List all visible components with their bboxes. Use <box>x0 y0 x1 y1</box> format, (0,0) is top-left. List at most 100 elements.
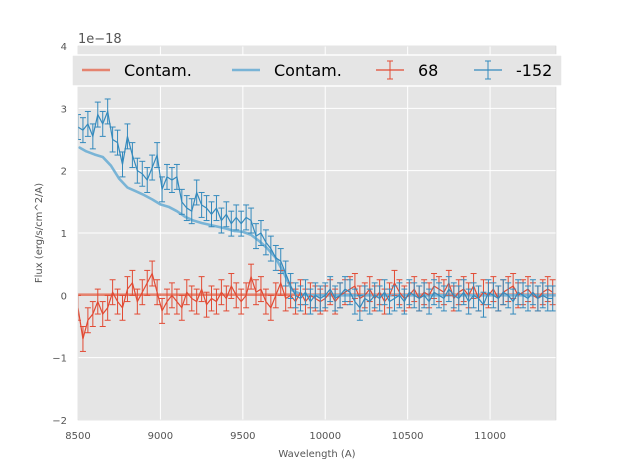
error-bar <box>500 279 507 306</box>
error-bar <box>223 201 230 228</box>
error-bar <box>421 282 428 309</box>
error-bar <box>450 282 457 309</box>
error-bar <box>337 282 344 309</box>
y-tick-label: −1 <box>52 354 67 365</box>
error-bar <box>78 294 81 321</box>
error-bar <box>312 282 319 309</box>
y-tick-label: 2 <box>61 167 67 178</box>
x-tick-label: 10000 <box>309 431 341 442</box>
error-bar <box>475 285 482 312</box>
error-bar <box>426 288 433 315</box>
y-tick-label: 4 <box>61 42 67 53</box>
error-bar <box>168 282 175 309</box>
error-bar <box>109 126 116 153</box>
error-bar <box>114 129 121 156</box>
error-bar <box>396 282 403 309</box>
legend-entry: -152 <box>474 60 552 80</box>
error-bar <box>282 260 289 287</box>
error-bar <box>124 276 131 303</box>
error-bar <box>218 279 225 306</box>
error-bar <box>332 285 339 312</box>
error-bar <box>104 294 111 321</box>
error-bar <box>178 294 185 321</box>
y-tick-label: 0 <box>61 291 67 302</box>
plot-frame <box>77 45 557 421</box>
error-bar <box>213 288 220 315</box>
error-bar <box>262 288 269 315</box>
error-bar <box>193 288 200 315</box>
legend-label: Contam. <box>274 61 342 80</box>
legend-label: -152 <box>516 61 552 80</box>
error-bar <box>371 282 378 309</box>
x-tick-label: 9000 <box>148 431 173 442</box>
error-bar <box>198 276 205 303</box>
error-bar <box>208 285 215 312</box>
error-bar <box>203 291 210 318</box>
error-bar <box>154 142 161 169</box>
legend-entry: 68 <box>376 60 438 80</box>
y-tick-label: 3 <box>61 104 67 115</box>
x-tick-label: 11000 <box>474 431 506 442</box>
error-bar <box>401 288 408 315</box>
error-bar <box>267 294 274 321</box>
error-bar <box>272 244 279 271</box>
error-bar <box>253 223 260 250</box>
error-bar <box>109 279 116 306</box>
error-bar <box>168 167 175 193</box>
error-bar <box>134 157 141 184</box>
error-bar <box>79 117 86 144</box>
error-bar <box>416 285 423 312</box>
errorbar-series--152 <box>78 98 556 321</box>
error-bar <box>193 179 200 206</box>
y-tick-label: 1 <box>61 229 67 240</box>
error-bar <box>159 176 166 203</box>
error-bar <box>529 279 536 306</box>
error-bar <box>470 282 477 309</box>
x-tick-label: 8500 <box>65 431 90 442</box>
error-bar <box>539 282 546 309</box>
error-bar <box>79 326 86 352</box>
error-bar <box>203 195 210 222</box>
y-axis-label: Flux (erg/s/cm^2/A) <box>34 183 45 283</box>
error-bar <box>376 285 383 312</box>
error-bar <box>243 204 250 231</box>
series-layer <box>77 45 557 421</box>
legend-label: 68 <box>418 61 438 80</box>
error-bar <box>257 276 264 303</box>
error-bar <box>129 142 136 169</box>
error-bar <box>188 285 195 312</box>
error-bar <box>515 279 522 306</box>
error-bar <box>253 279 260 306</box>
error-bar <box>213 195 220 222</box>
legend-entry: Contam. <box>232 61 342 80</box>
error-bar <box>154 279 161 306</box>
error-bar <box>322 282 329 309</box>
error-bar <box>173 288 180 315</box>
error-bar <box>406 279 413 306</box>
error-bar <box>297 285 304 312</box>
error-bar <box>139 160 146 187</box>
error-bar <box>144 167 151 193</box>
error-bar <box>366 288 373 315</box>
error-bar <box>188 198 195 225</box>
error-bar <box>435 282 442 309</box>
error-bar <box>238 210 245 237</box>
error-bar <box>302 279 309 306</box>
error-bar <box>243 282 250 309</box>
error-bar <box>164 163 171 190</box>
legend-entry: Contam. <box>82 61 192 80</box>
error-bar <box>307 288 314 315</box>
error-bar <box>411 282 418 309</box>
error-bar <box>248 263 255 290</box>
error-bar <box>129 269 136 296</box>
error-bar <box>549 285 556 312</box>
error-bar <box>238 288 245 315</box>
error-bar <box>351 288 358 315</box>
error-bar <box>391 285 398 312</box>
x-tick-label: 10500 <box>392 431 424 442</box>
error-bar <box>455 285 462 312</box>
error-bar <box>178 188 185 215</box>
error-bar <box>223 285 230 312</box>
error-bar <box>524 285 531 312</box>
error-bar <box>505 282 512 309</box>
